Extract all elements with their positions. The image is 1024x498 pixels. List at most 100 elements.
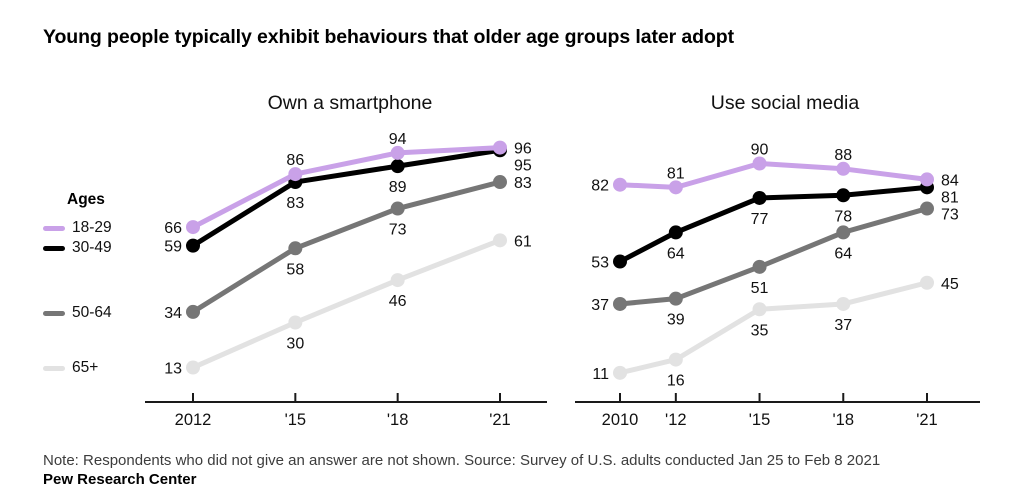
data-point-30-49 — [836, 188, 851, 203]
data-point-50-64 — [920, 201, 934, 216]
legend-swatch-30-49 — [43, 245, 65, 251]
x-tick-label: '15 — [285, 411, 307, 429]
data-point-18-29 — [836, 161, 851, 176]
x-tick-label: '15 — [749, 411, 771, 429]
data-point-18-29 — [186, 220, 200, 235]
x-tick-label: '21 — [489, 411, 511, 429]
x-tick-label: 2010 — [602, 411, 639, 429]
value-label: 84 — [941, 172, 959, 189]
value-label: 51 — [751, 280, 769, 297]
value-label: 90 — [751, 142, 769, 159]
data-point-30-49 — [390, 159, 405, 174]
x-tick-label: '18 — [833, 411, 855, 429]
legend-heading: Ages — [67, 191, 105, 208]
legend-swatch-65-plus — [43, 365, 65, 371]
value-label: 96 — [514, 141, 532, 158]
data-point-65+ — [186, 360, 200, 375]
value-label: 58 — [286, 261, 304, 278]
value-label: 89 — [389, 179, 407, 196]
value-label: 78 — [834, 208, 852, 225]
legend-label: 65+ — [72, 359, 99, 376]
value-label: 88 — [834, 147, 852, 164]
legend-label: 30-49 — [72, 239, 112, 256]
data-point-50-64 — [668, 291, 683, 306]
value-label: 59 — [164, 239, 182, 256]
value-label: 64 — [667, 245, 685, 262]
value-label: 30 — [286, 336, 304, 353]
data-point-65+ — [288, 315, 303, 330]
legend-item-30-49: 30-49 — [43, 239, 112, 257]
legend-label: 18-29 — [72, 219, 112, 236]
data-point-18-29 — [390, 145, 405, 160]
data-point-65+ — [390, 273, 405, 288]
data-point-18-29 — [668, 180, 683, 195]
note-text: Note: Respondents who did not give an an… — [43, 452, 881, 469]
value-label: 94 — [389, 131, 407, 148]
value-label: 83 — [286, 195, 304, 212]
chart-title: Own a smartphone — [268, 92, 433, 114]
data-point-65+ — [836, 296, 851, 311]
value-label: 37 — [834, 317, 852, 334]
value-label: 53 — [591, 255, 609, 272]
legend-item-50-64: 50-64 — [43, 304, 112, 322]
data-point-65+ — [752, 302, 767, 317]
value-label: 81 — [941, 189, 959, 206]
x-tick-label: '21 — [916, 411, 938, 429]
x-tick-label: '18 — [387, 411, 409, 429]
value-label: 45 — [941, 276, 959, 293]
x-tick-label: '12 — [665, 411, 687, 429]
series-line-65+ — [190, 237, 503, 371]
value-label: 34 — [164, 305, 182, 322]
data-point-50-64 — [752, 259, 767, 274]
data-point-50-64 — [186, 304, 200, 319]
data-point-50-64 — [836, 225, 851, 240]
value-label: 95 — [514, 158, 532, 175]
data-point-18-29 — [493, 140, 507, 155]
value-label: 11 — [592, 366, 609, 383]
legend-swatch-50-64 — [43, 310, 65, 316]
data-point-30-49 — [186, 238, 200, 253]
chart-title: Use social media — [711, 92, 860, 114]
value-label: 16 — [667, 373, 685, 390]
data-point-50-64 — [390, 201, 405, 216]
legend-item-65-plus: 65+ — [43, 359, 98, 377]
data-point-18-29 — [920, 172, 934, 187]
chart-use-social-media: Use social media 2010 '12 '15 '18 '21 82 81 90 88… — [575, 92, 980, 429]
data-point-50-64 — [288, 241, 303, 256]
value-label: 73 — [941, 206, 959, 223]
figure-title: Young people typically exhibit behaviour… — [43, 26, 734, 48]
source-org: Pew Research Center — [43, 471, 197, 488]
value-label: 77 — [751, 211, 769, 228]
value-label: 39 — [667, 312, 685, 329]
value-label: 46 — [389, 293, 407, 310]
data-point-65+ — [668, 352, 683, 367]
chart-own-a-smartphone: Own a smartphone 2012 '15 '18 '21 66 86 94 59 83 8… — [145, 92, 547, 429]
value-label: 86 — [286, 152, 304, 169]
value-label: 81 — [667, 165, 685, 182]
series-line-18-29 — [190, 145, 503, 230]
value-label: 83 — [514, 175, 532, 192]
value-label: 61 — [514, 233, 532, 250]
value-label: 37 — [591, 297, 609, 314]
data-point-30-49 — [752, 190, 767, 205]
legend-swatch-18-29 — [43, 225, 65, 231]
data-point-30-49 — [668, 225, 683, 240]
data-point-30-49 — [613, 254, 627, 269]
legend-label: 50-64 — [72, 304, 112, 321]
data-point-65+ — [613, 365, 627, 380]
data-point-65+ — [920, 275, 934, 290]
x-tick-label: 2012 — [175, 411, 212, 429]
value-label: 73 — [389, 222, 407, 239]
value-label: 66 — [164, 220, 182, 237]
legend-item-18-29: 18-29 — [43, 219, 112, 237]
value-label: 13 — [164, 361, 182, 378]
data-point-18-29 — [613, 177, 627, 192]
value-label: 35 — [751, 322, 769, 339]
data-point-50-64 — [613, 296, 627, 311]
data-point-65+ — [493, 233, 507, 248]
data-point-50-64 — [493, 175, 507, 190]
series-line-30-49 — [190, 147, 503, 249]
data-point-18-29 — [752, 156, 767, 171]
